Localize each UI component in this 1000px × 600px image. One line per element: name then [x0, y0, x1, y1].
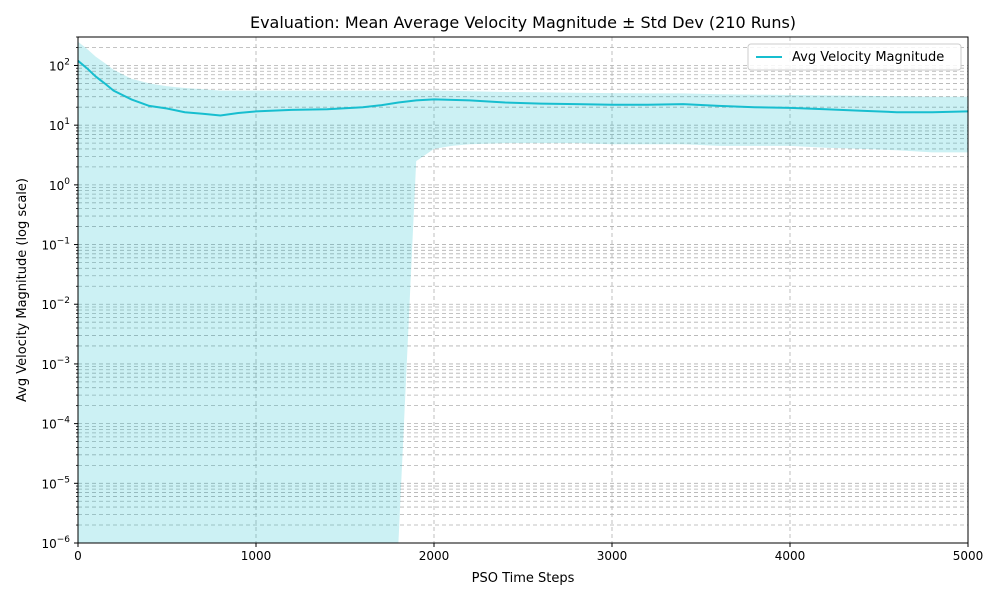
legend-label: Avg Velocity Magnitude — [792, 50, 944, 65]
mean-line-layer — [77, 60, 969, 117]
y-tick-label: 10−5 — [41, 475, 70, 491]
chart-title: Evaluation: Mean Average Velocity Magnit… — [250, 13, 796, 32]
x-tick-label: 4000 — [775, 549, 806, 563]
x-tick-layer: 0 1000 2000 3000 4000 5000 — [74, 543, 983, 563]
y-tick-label: 102 — [49, 57, 70, 73]
y-tick-label: 10−6 — [41, 535, 70, 551]
x-tick-label: 3000 — [597, 549, 628, 563]
y-tick-label: 10−3 — [41, 356, 70, 372]
x-axis-label: PSO Time Steps — [472, 571, 575, 586]
std-band-layer — [78, 41, 968, 543]
std-dev-band — [78, 41, 968, 543]
y-tick-layer: 102 101 100 10−1 10−2 10−3 10−4 10−5 10−6 — [41, 36, 78, 551]
legend: Avg Velocity Magnitude — [747, 43, 962, 71]
x-tick-label: 1000 — [241, 549, 272, 563]
y-tick-label: 10−2 — [41, 296, 70, 312]
mean-velocity-line — [77, 60, 969, 117]
y-tick-label: 10−4 — [41, 416, 70, 432]
x-tick-label: 2000 — [419, 549, 450, 563]
x-tick-label: 0 — [74, 549, 82, 563]
y-tick-label: 10−1 — [41, 237, 70, 253]
y-axis-label: Avg Velocity Magnitude (log scale) — [15, 178, 30, 402]
x-tick-label: 5000 — [953, 549, 984, 563]
plot-frame — [77, 36, 969, 544]
y-tick-label: 100 — [49, 177, 70, 193]
y-tick-label: 101 — [49, 117, 70, 133]
legend-box — [747, 43, 962, 71]
